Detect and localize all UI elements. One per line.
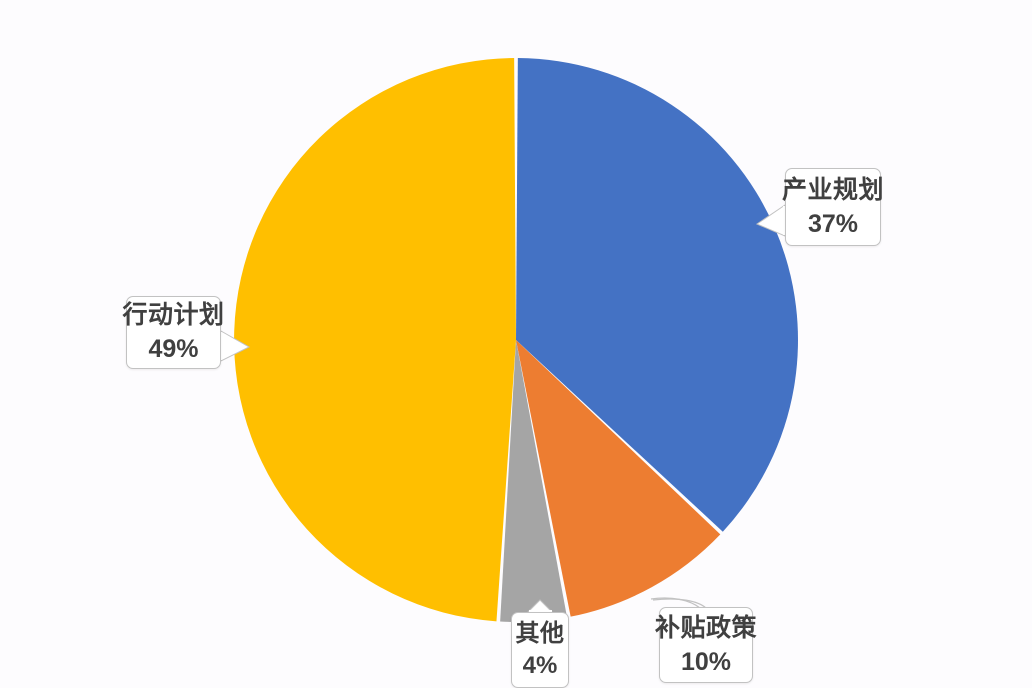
callout-subsidy: 补贴政策 10% bbox=[655, 607, 757, 683]
callout-industry: 产业规划 37% bbox=[782, 168, 885, 246]
callout-other-label: 其他 bbox=[515, 619, 565, 647]
pie-slice-4[interactable] bbox=[234, 58, 516, 622]
pie-slice-3[interactable] bbox=[500, 340, 568, 622]
pie-slice-2[interactable] bbox=[516, 340, 721, 617]
callout-other-value: 4% bbox=[522, 651, 558, 679]
callout-subsidy-value: 10% bbox=[680, 647, 732, 676]
callout-other: 其他 4% bbox=[511, 612, 569, 688]
callout-industry-label: 产业规划 bbox=[782, 175, 885, 204]
callout-subsidy-label: 补贴政策 bbox=[655, 613, 758, 642]
pie-slice-group bbox=[234, 58, 798, 622]
callout-action-label: 行动计划 bbox=[122, 301, 225, 329]
pie-slice-1[interactable] bbox=[516, 58, 798, 532]
callout-action-value: 49% bbox=[148, 335, 199, 363]
callout-industry-value: 37% bbox=[807, 209, 859, 238]
callout-action: 行动计划 49% bbox=[123, 296, 224, 369]
